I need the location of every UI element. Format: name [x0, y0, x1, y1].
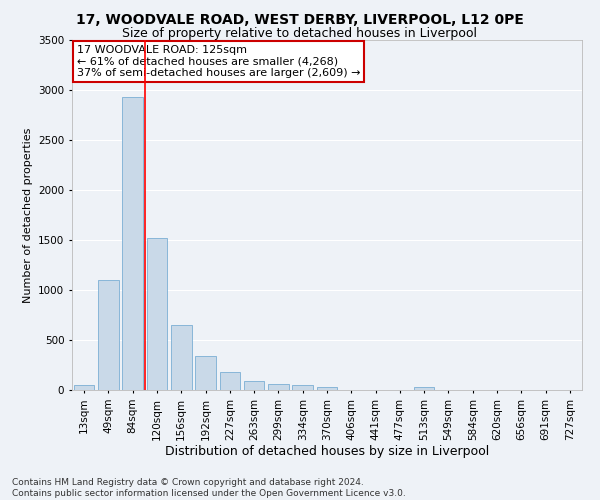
Bar — [268, 384, 289, 390]
Text: Size of property relative to detached houses in Liverpool: Size of property relative to detached ho… — [122, 28, 478, 40]
X-axis label: Distribution of detached houses by size in Liverpool: Distribution of detached houses by size … — [165, 446, 489, 458]
Text: 17 WOODVALE ROAD: 125sqm
← 61% of detached houses are smaller (4,268)
37% of sem: 17 WOODVALE ROAD: 125sqm ← 61% of detach… — [77, 46, 361, 78]
Y-axis label: Number of detached properties: Number of detached properties — [23, 128, 32, 302]
Bar — [244, 381, 265, 390]
Text: Contains HM Land Registry data © Crown copyright and database right 2024.
Contai: Contains HM Land Registry data © Crown c… — [12, 478, 406, 498]
Bar — [122, 97, 143, 390]
Bar — [292, 385, 313, 390]
Bar — [195, 356, 216, 390]
Text: 17, WOODVALE ROAD, WEST DERBY, LIVERPOOL, L12 0PE: 17, WOODVALE ROAD, WEST DERBY, LIVERPOOL… — [76, 12, 524, 26]
Bar — [146, 238, 167, 390]
Bar — [98, 280, 119, 390]
Bar — [171, 325, 191, 390]
Bar — [317, 387, 337, 390]
Bar — [414, 387, 434, 390]
Bar — [220, 372, 240, 390]
Bar — [74, 385, 94, 390]
